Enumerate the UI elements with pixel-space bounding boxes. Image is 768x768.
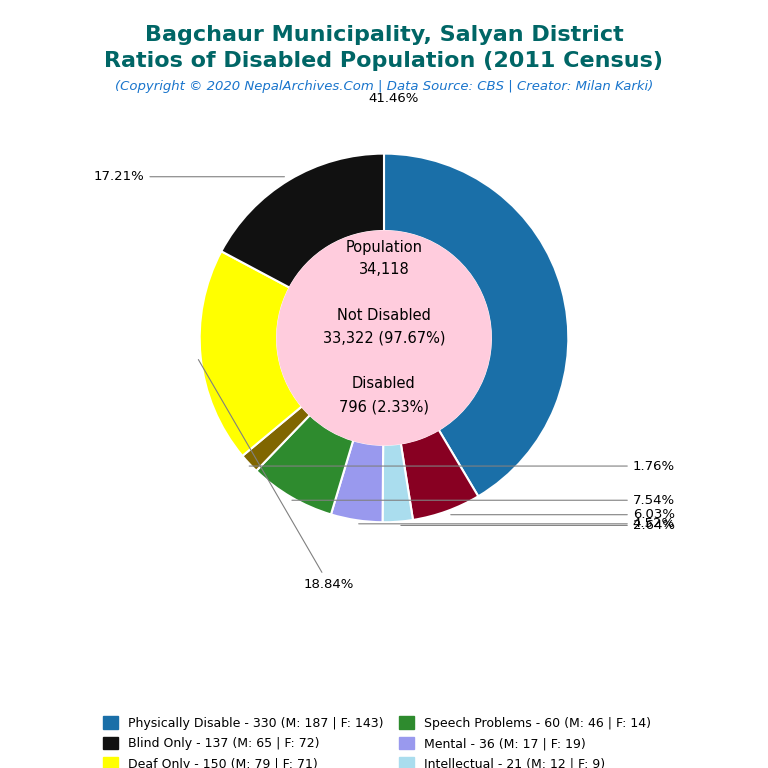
Text: (Copyright © 2020 NepalArchives.Com | Data Source: CBS | Creator: Milan Karki): (Copyright © 2020 NepalArchives.Com | Da…	[115, 80, 653, 93]
Wedge shape	[221, 154, 384, 288]
Circle shape	[277, 231, 491, 445]
Wedge shape	[331, 440, 383, 522]
Text: 41.46%: 41.46%	[368, 92, 419, 104]
Text: Bagchaur Municipality, Salyan District: Bagchaur Municipality, Salyan District	[144, 25, 624, 45]
Text: 7.54%: 7.54%	[292, 494, 675, 507]
Text: 4.52%: 4.52%	[359, 518, 675, 531]
Text: Population
34,118

Not Disabled
33,322 (97.67%)

Disabled
796 (2.33%): Population 34,118 Not Disabled 33,322 (9…	[323, 240, 445, 414]
Text: 2.64%: 2.64%	[401, 519, 675, 532]
Wedge shape	[401, 430, 478, 520]
Legend: Physically Disable - 330 (M: 187 | F: 143), Blind Only - 137 (M: 65 | F: 72), De: Physically Disable - 330 (M: 187 | F: 14…	[98, 711, 670, 768]
Wedge shape	[382, 443, 413, 522]
Wedge shape	[243, 406, 310, 471]
Text: 17.21%: 17.21%	[94, 170, 284, 184]
Text: 6.03%: 6.03%	[451, 508, 675, 521]
Text: 18.84%: 18.84%	[198, 359, 354, 591]
Wedge shape	[384, 154, 568, 496]
Text: Ratios of Disabled Population (2011 Census): Ratios of Disabled Population (2011 Cens…	[104, 51, 664, 71]
Wedge shape	[200, 251, 302, 456]
Wedge shape	[257, 415, 353, 515]
Text: 1.76%: 1.76%	[249, 459, 675, 472]
